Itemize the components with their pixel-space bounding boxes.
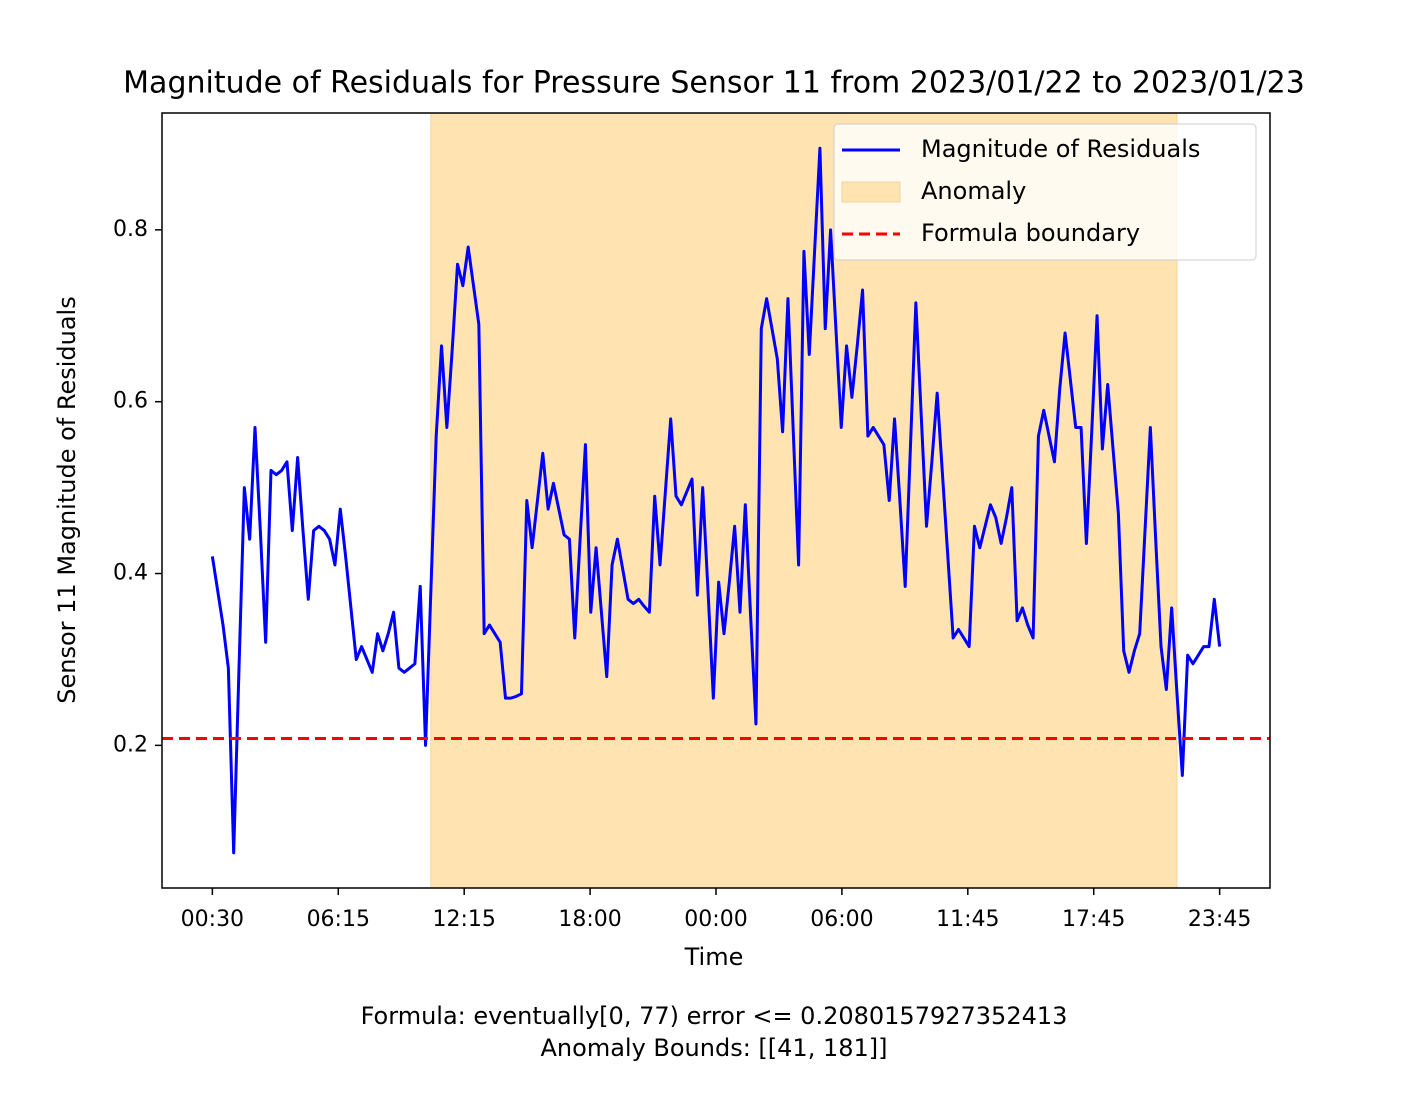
x-tick-label: 18:00 (558, 907, 621, 932)
legend-label: Magnitude of Residuals (921, 135, 1200, 163)
legend-label: Anomaly (921, 177, 1026, 205)
x-tick-label: 06:00 (810, 907, 873, 932)
y-tick-label: 0.8 (113, 217, 148, 242)
legend-label: Formula boundary (921, 219, 1140, 247)
x-tick-label: 00:00 (684, 907, 747, 932)
y-tick-label: 0.4 (113, 561, 148, 586)
bounds-note: Anomaly Bounds: [[41, 181]] (541, 1034, 888, 1062)
x-tick-label: 06:15 (307, 907, 370, 932)
x-tick-label: 00:30 (181, 907, 244, 932)
chart-title: Magnitude of Residuals for Pressure Sens… (123, 66, 1305, 101)
x-tick-label: 23:45 (1188, 907, 1251, 932)
x-tick-label: 12:15 (432, 907, 495, 932)
legend-box (833, 123, 1257, 261)
y-axis-label: Sensor 11 Magnitude of Residuals (53, 296, 81, 703)
x-tick-label: 11:45 (936, 907, 999, 932)
x-tick-label: 17:45 (1062, 907, 1125, 932)
plot-frame (161, 112, 1271, 889)
legend-swatch (841, 181, 901, 203)
y-tick-label: 0.6 (113, 389, 148, 414)
data-line (210, 146, 1222, 855)
formula-note: Formula: eventually[0, 77) error <= 0.20… (361, 1002, 1068, 1030)
y-tick-label: 0.2 (113, 732, 148, 757)
x-axis-label: Time (684, 943, 744, 971)
